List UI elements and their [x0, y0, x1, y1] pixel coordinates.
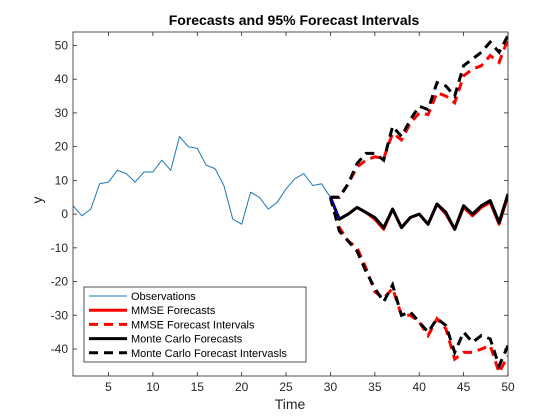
- legend-label: Monte Carlo Forecast Intervasls: [131, 348, 287, 360]
- tick-labels: 5 10 15 20 25 30 35 40 45 50 -40 -30 -20 -10 0 10 20 30 40…: [51, 38, 515, 394]
- forecast-connector-line: [329, 197, 340, 220]
- monte-carlo-forecast-intervasls-lower-line: [328, 196, 508, 371]
- observations-line: [73, 136, 331, 225]
- x-tick-label: 20: [235, 380, 249, 394]
- x-tick-label: 25: [279, 380, 293, 394]
- y-tick-label: 30: [55, 106, 69, 120]
- x-tick-label: 5: [105, 380, 112, 394]
- y-tick-label: 0: [61, 207, 68, 221]
- legend-label: Observations: [131, 291, 196, 303]
- y-tick-label: 10: [55, 173, 69, 187]
- x-tick-label: 50: [501, 380, 515, 394]
- x-tick-label: 35: [368, 380, 382, 394]
- x-tick-label: 15: [191, 380, 205, 394]
- x-tick-label: 45: [457, 380, 471, 394]
- legend: Observations MMSE Forecasts MMSE Forecast …: [83, 286, 307, 363]
- y-tick-label: -20: [51, 275, 69, 289]
- x-tick-label: 30: [324, 380, 338, 394]
- x-axis-title: Time: [275, 396, 306, 412]
- y-tick-label: -10: [51, 241, 69, 255]
- plot-frame: [72, 31, 509, 377]
- legend-label: MMSE Forecast Intervals: [131, 319, 255, 331]
- legend-label: MMSE Forecasts: [131, 305, 216, 317]
- legend-label: Monte Carlo Forecasts: [131, 334, 243, 346]
- y-tick-label: -30: [51, 308, 69, 322]
- y-axis-title: y: [29, 197, 45, 204]
- y-tick-label: -40: [51, 342, 69, 356]
- chart-title: Forecasts and 95% Forecast Intervals: [169, 12, 420, 28]
- x-tick-label: 40: [413, 380, 427, 394]
- x-tick-label: 10: [146, 380, 160, 394]
- monte-carlo-forecasts-line: [329, 193, 508, 231]
- plot-lines: [73, 34, 508, 376]
- y-tick-label: 20: [55, 140, 69, 154]
- monte-carlo-forecast-intervasls-upper-line: [330, 34, 508, 199]
- mmse-forecast-intervals-upper-line: [330, 38, 508, 199]
- y-tick-label: 50: [55, 38, 69, 52]
- y-tick-label: 40: [55, 72, 69, 86]
